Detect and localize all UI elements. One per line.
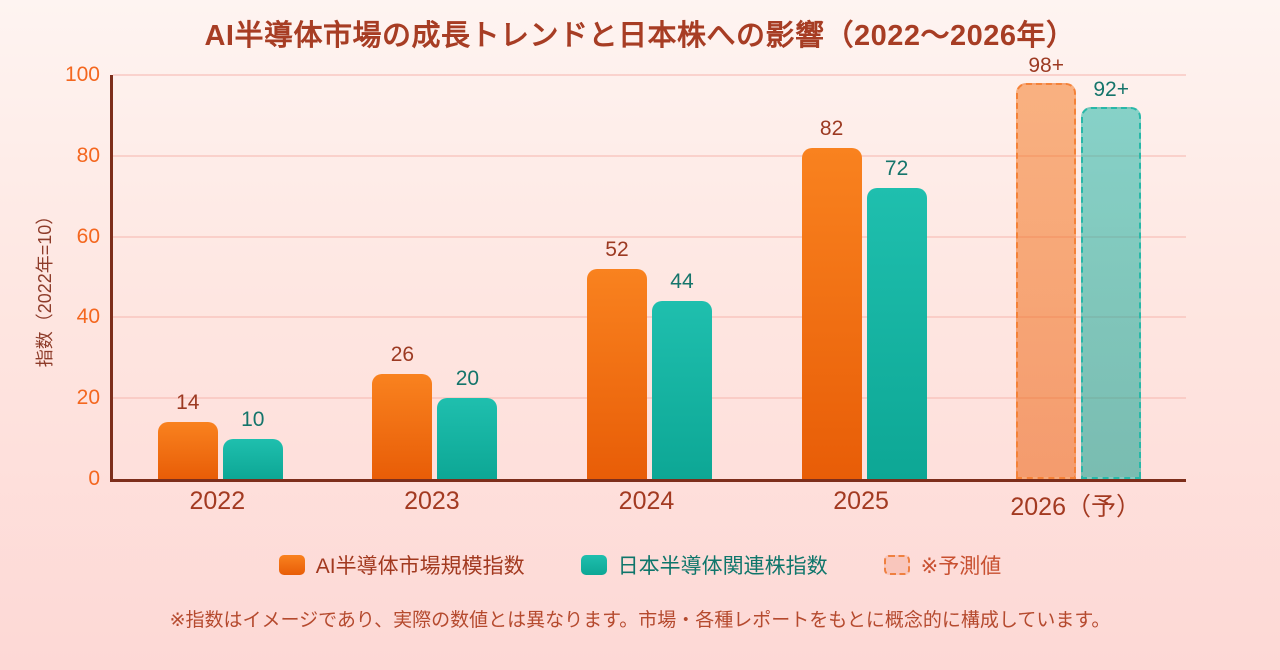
bar-group-3: 82 72 [757, 75, 972, 479]
y-tick-label-40: 40 [76, 305, 100, 329]
bar-value-label-jp-stocks-3: 72 [884, 157, 909, 181]
gridline-40 [113, 316, 1186, 319]
bar-group-1: 26 20 [328, 75, 543, 479]
bar-jp-stocks-0: 10 [222, 408, 283, 479]
bar-value-label-jp-stocks-2: 44 [670, 270, 694, 294]
bar-value-label-ai-market-3: 82 [819, 116, 844, 140]
bar-value-label-jp-stocks-0: 10 [241, 407, 265, 431]
bar-value-label-ai-market-2: 52 [605, 237, 629, 261]
bar-value-label-ai-market-1: 26 [390, 342, 415, 366]
bar-ai-market-1: 26 [372, 343, 433, 479]
legend-item-0: AI半導体市場規模指数 [278, 550, 525, 580]
plot-area: 14 10 26 20 52 44 82 72 98+ 92+ [110, 54, 1186, 482]
bar-ai-market-4: 98+ [1016, 54, 1077, 479]
y-axis-ticks: 0 20 40 60 80 100 [0, 63, 100, 490]
legend-label-1: 日本半導体関連株指数 [617, 555, 828, 578]
gridline-20 [113, 397, 1186, 400]
bar-jp-stocks-1: 20 [437, 367, 498, 479]
bar-group-0: 14 10 [113, 75, 328, 479]
bar-group-4: 98+ 92+ [971, 54, 1186, 479]
gridline-80 [113, 154, 1186, 157]
gridline-100 [113, 74, 1186, 76]
y-tick-label-100: 100 [64, 63, 100, 86]
x-axis-labels: 2022 2023 2024 2025 2026（予） [110, 487, 1183, 523]
bar-group-2: 52 44 [542, 75, 757, 479]
x-label-4: 2026（予） [1010, 493, 1141, 521]
y-tick-label-80: 80 [76, 143, 100, 167]
legend-swatch-2 [883, 555, 910, 575]
x-label-3: 2025 [833, 487, 889, 515]
legend-swatch-0 [278, 555, 305, 575]
chart-title: AI半導体市場の成長トレンドと日本株への影響（2022〜2026年） [204, 20, 1076, 52]
y-tick-label-60: 60 [76, 224, 100, 248]
y-tick-label-20: 20 [76, 386, 100, 410]
legend-swatch-1 [580, 555, 607, 575]
bar-jp-stocks-2: 44 [651, 270, 712, 479]
bar-ai-market-2: 52 [586, 238, 647, 479]
bar-value-label-ai-market-4: 98+ [1028, 54, 1064, 78]
bar-value-label-jp-stocks-4: 92+ [1093, 78, 1129, 102]
legend-label-2: ※予測値 [920, 555, 1002, 578]
bar-ai-market-3: 82 [801, 117, 862, 479]
bar-value-label-jp-stocks-1: 20 [455, 367, 480, 391]
legend-item-2: ※予測値 [883, 550, 1002, 580]
legend-item-1: 日本半導体関連株指数 [580, 550, 828, 580]
x-label-1: 2023 [404, 487, 460, 515]
legend: AI半導体市場規模指数 日本半導体関連株指数 ※予測値 [0, 550, 1280, 580]
x-label-0: 2022 [189, 487, 246, 515]
y-tick-label-0: 0 [88, 467, 100, 490]
legend-label-0: AI半導体市場規模指数 [315, 555, 525, 578]
bar-ai-market-0: 14 [157, 391, 218, 479]
gridline-60 [113, 235, 1186, 238]
bar-jp-stocks-3: 72 [866, 157, 927, 479]
bar-value-label-ai-market-0: 14 [176, 391, 200, 415]
x-label-2: 2024 [618, 487, 675, 515]
footnote: ※指数はイメージであり、実際の数値とは異なります。市場・各種レポートをもとに概念… [169, 610, 1111, 631]
bar-jp-stocks-4: 92+ [1081, 78, 1142, 479]
